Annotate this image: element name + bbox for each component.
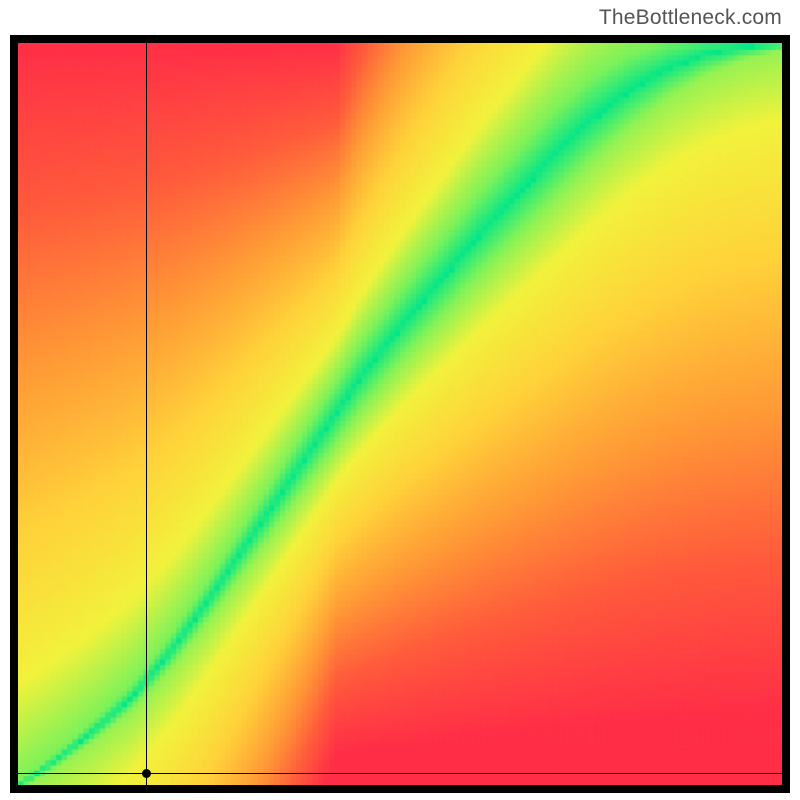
heatmap-plot [10, 35, 790, 793]
crosshair-vertical [146, 43, 147, 785]
crosshair-horizontal [18, 773, 782, 774]
watermark-text: TheBottleneck.com [599, 6, 782, 30]
chart-container: TheBottleneck.com [0, 0, 800, 800]
heatmap-canvas [18, 43, 782, 785]
